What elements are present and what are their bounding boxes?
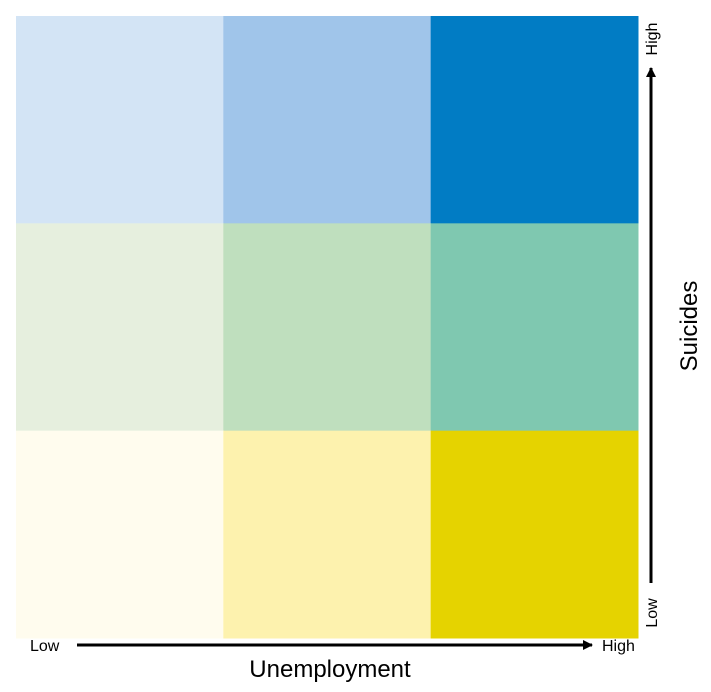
legend-cell-x1-y3 [16, 16, 224, 224]
x-axis-low-label: Low [30, 638, 60, 655]
legend-grid [16, 16, 639, 639]
legend-cell-x1-y1 [16, 430, 224, 639]
y-axis-high-label: High [644, 23, 661, 56]
x-axis-high-label: High [602, 638, 635, 655]
legend-cell-x2-y1 [223, 430, 432, 639]
legend-cell-x3-y2 [430, 223, 639, 432]
legend-cell-x3-y1 [430, 430, 639, 639]
x-axis-title: Unemployment [249, 656, 411, 683]
legend-cell-x2-y3 [223, 16, 432, 224]
y-axis-title: Suicides [676, 281, 703, 372]
y-axis-low-label: Low [644, 598, 661, 628]
legend-cell-x2-y2 [223, 223, 432, 432]
legend-cell-x3-y3 [430, 16, 639, 224]
legend-cell-x1-y2 [16, 223, 224, 432]
